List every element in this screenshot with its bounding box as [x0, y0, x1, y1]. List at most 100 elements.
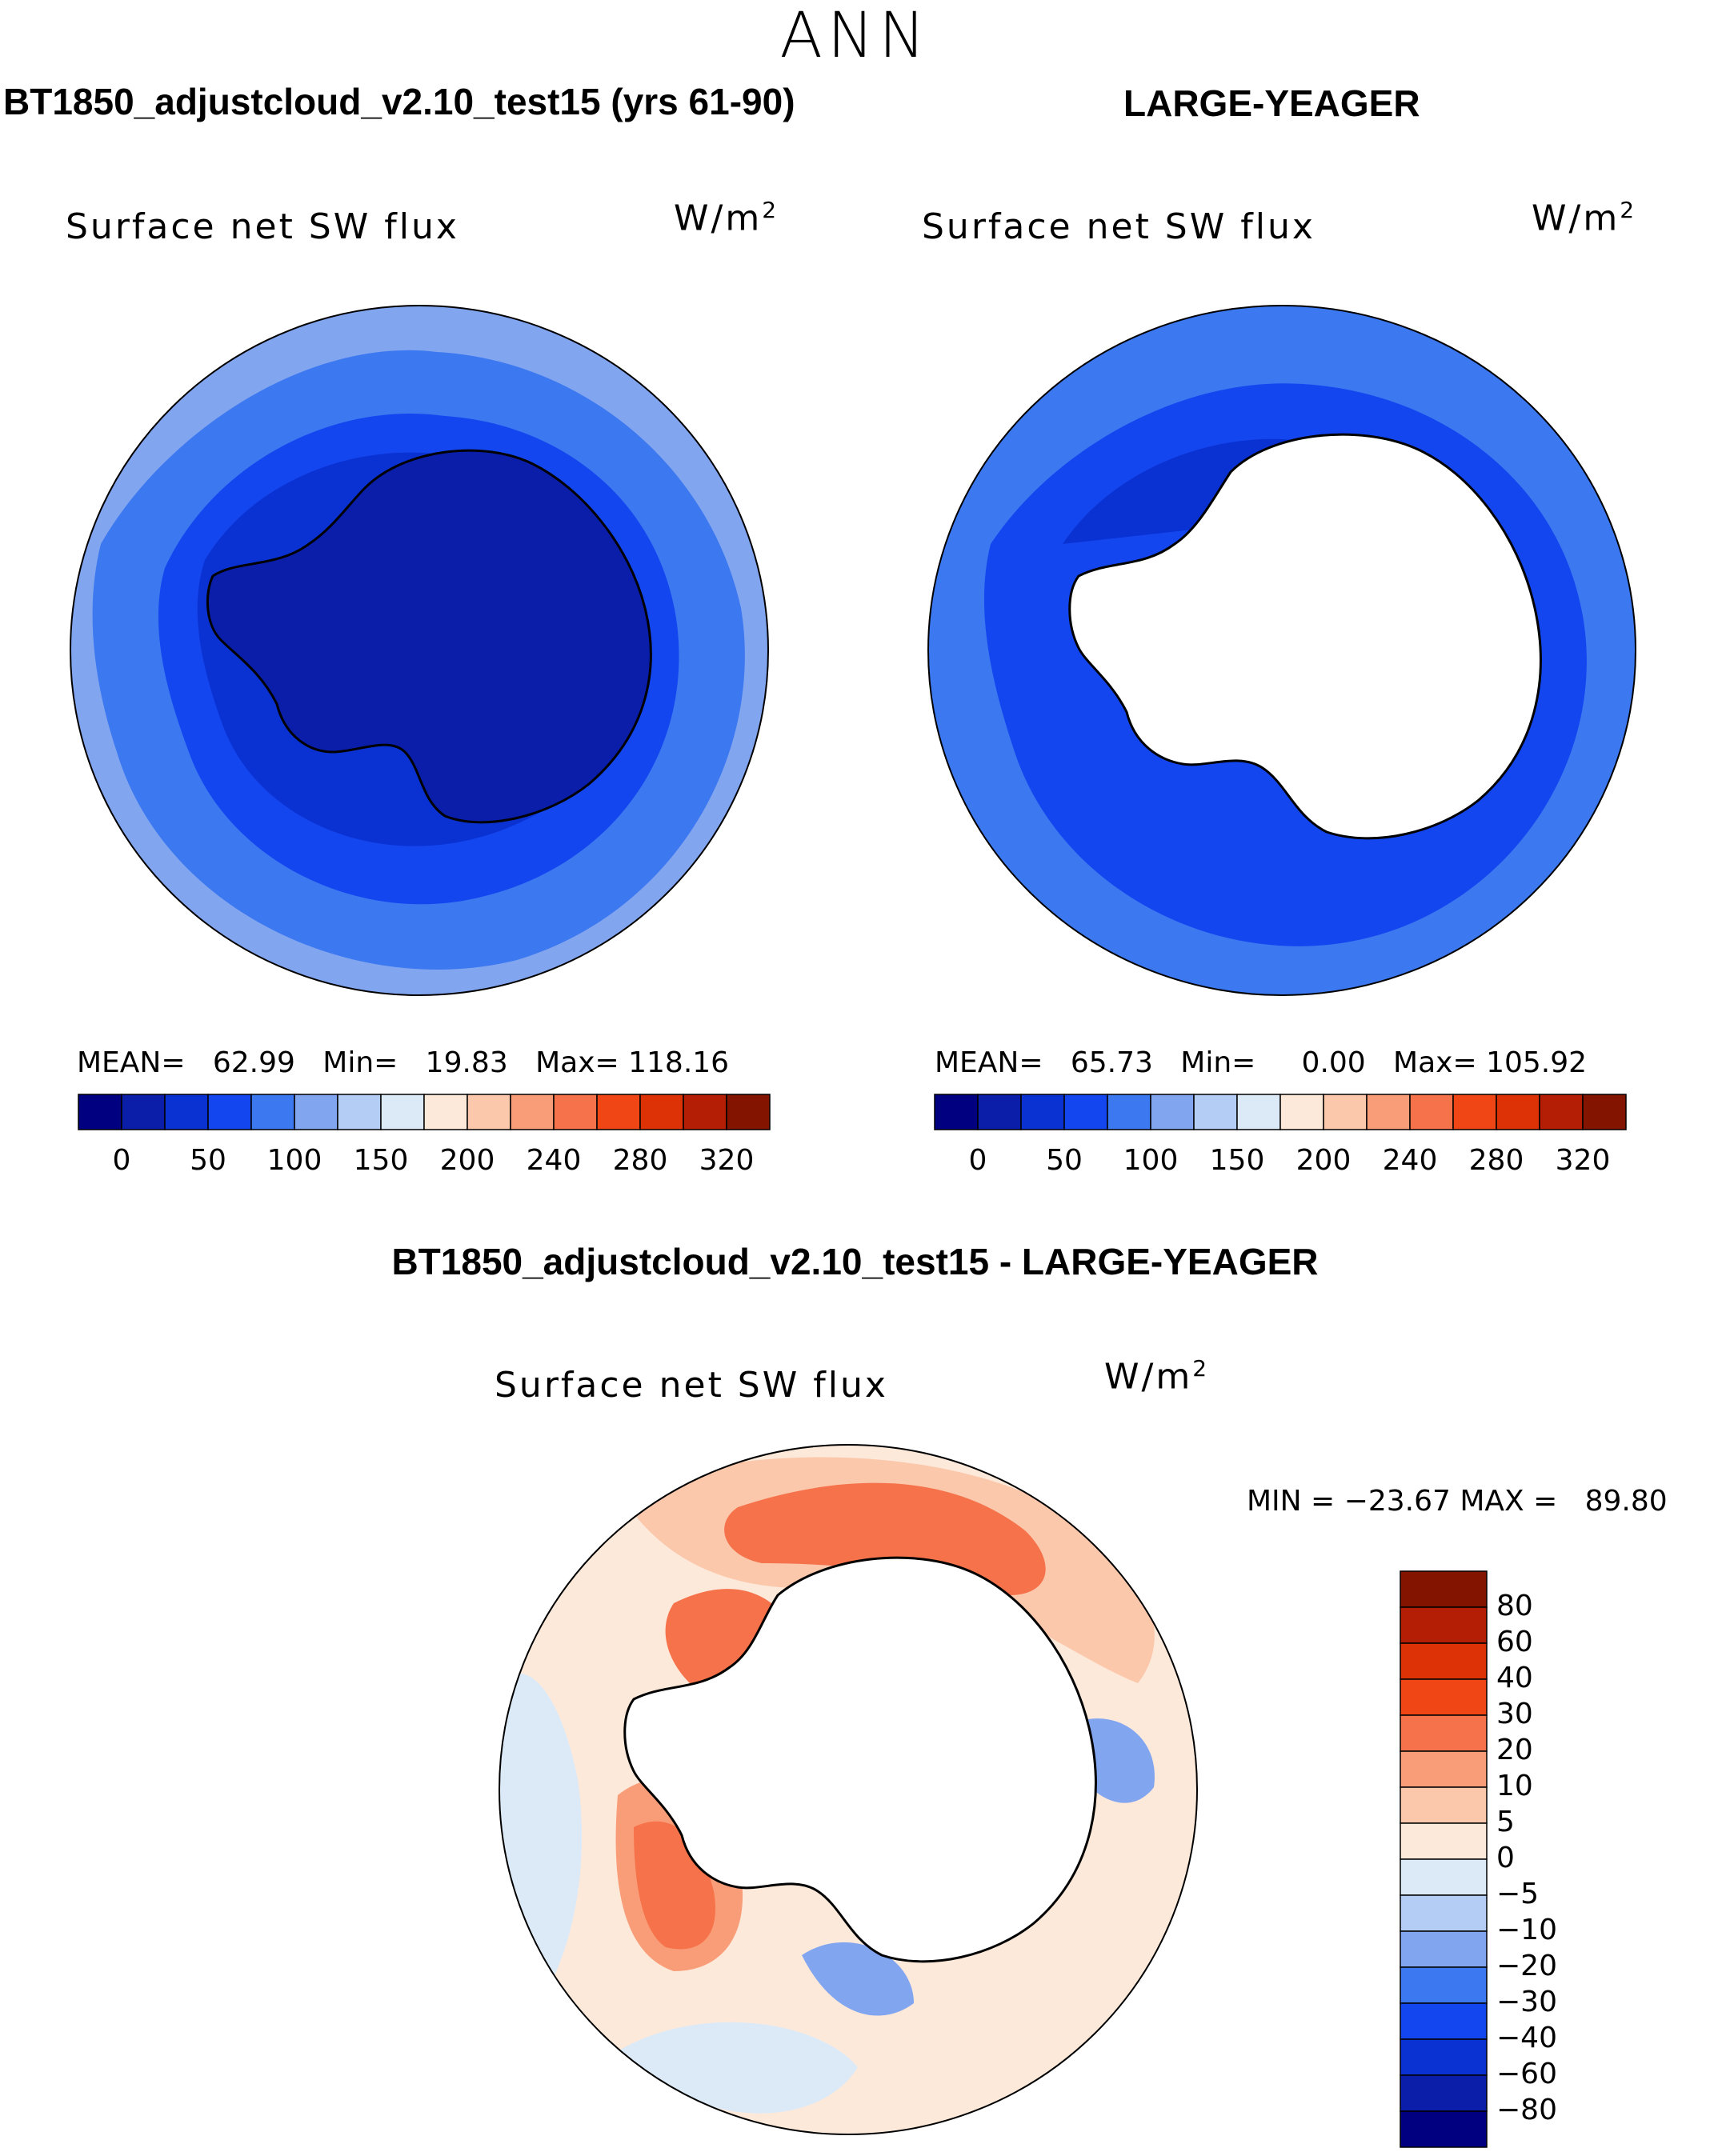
panel3-colorbar-tick-label: −10	[1496, 1914, 1557, 1946]
panel1-variable-label: Surface net SW flux	[66, 206, 459, 247]
panel1-title: BT1850_adjustcloud_v2.10_test15 (yrs 61-…	[3, 81, 795, 122]
panel2-colorbar-swatch	[1150, 1094, 1195, 1130]
panel2-title: LARGE-YEAGER	[1123, 82, 1420, 124]
panel3-colorbar-swatch	[1400, 1678, 1488, 1716]
season-title: ANN	[779, 0, 931, 72]
panel2-colorbar-swatch	[1020, 1094, 1065, 1130]
panel3-colorbar-swatch	[1400, 1966, 1488, 2004]
panel3-colorbar-swatch	[1400, 1750, 1488, 1788]
panel2-colorbar-swatch	[1409, 1094, 1454, 1130]
panel3-title: BT1850_adjustcloud_v2.10_test15 - LARGE-…	[391, 1241, 1319, 1282]
panel3-colorbar-tick-label: 5	[1496, 1806, 1515, 1838]
panel1-colorbar-tick-label: 100	[266, 1144, 322, 1177]
panel3-stats: MIN = −23.67 MAX = 89.80	[1247, 1485, 1668, 1518]
panel2-colorbar-swatch	[977, 1094, 1022, 1130]
panel1-colorbar-swatch	[250, 1094, 295, 1130]
panel2-colorbar-tick-label: 200	[1296, 1144, 1352, 1177]
panel1-colorbar-swatch	[596, 1094, 641, 1130]
panel3-colorbar-tick-label: −30	[1496, 1986, 1557, 2018]
panel2-colorbar-swatch	[1582, 1094, 1627, 1130]
panel3-colorbar-tick-label: −20	[1496, 1950, 1557, 1982]
panel2-colorbar-swatch	[1323, 1094, 1368, 1130]
panel1-colorbar-ticks: 0 50 100 150 200 240 280 320	[78, 1144, 770, 1179]
map3-blue-south	[802, 1942, 914, 2016]
panel1-colorbar-swatch	[337, 1094, 382, 1130]
panel2-colorbar-tick-label: 240	[1382, 1144, 1438, 1177]
panel3-colorbar-swatch	[1400, 2110, 1488, 2148]
map3-frame	[499, 1444, 1198, 2135]
panel1-colorbar-swatch	[121, 1094, 166, 1130]
panel1-colorbar-tick-label: 200	[439, 1144, 495, 1177]
panel2-colorbar-swatch	[1107, 1094, 1151, 1130]
panel2-colorbar-swatch	[1366, 1094, 1411, 1130]
panel3-colorbar-swatch	[1400, 1570, 1488, 1608]
panel2-units: W/m2	[1532, 197, 1637, 239]
panel2-colorbar-tick-label: 280	[1468, 1144, 1524, 1177]
panel2-colorbar	[934, 1094, 1627, 1130]
panel3-colorbar-swatch	[1400, 1822, 1488, 1860]
panel1-colorbar-tick-label: 150	[353, 1144, 409, 1177]
panel2-variable-label: Surface net SW flux	[922, 206, 1316, 247]
panel1-units: W/m2	[674, 197, 779, 239]
panel3-colorbar-swatch	[1400, 2074, 1488, 2112]
panel3-colorbar-tick-label: −80	[1496, 2094, 1557, 2126]
panel1-colorbar	[78, 1094, 771, 1130]
panel1-polar-map	[70, 305, 769, 996]
panel2-colorbar-swatch	[1193, 1094, 1238, 1130]
panel2-colorbar-ticks: 0 50 100 150 200 240 280 320	[935, 1144, 1626, 1179]
panel3-colorbar-swatch	[1400, 1642, 1488, 1680]
panel2-colorbar-tick-label: 320	[1555, 1144, 1611, 1177]
panel2-colorbar-tick-label: 0	[968, 1144, 987, 1177]
panel1-colorbar-swatch	[467, 1094, 511, 1130]
panel3-colorbar-tick-label: 10	[1496, 1770, 1533, 1802]
panel2-stats: MEAN= 65.73 Min= 0.00 Max= 105.92	[935, 1046, 1588, 1079]
panel3-colorbar-tick-label: 30	[1496, 1698, 1533, 1730]
panel1-colorbar-swatch	[294, 1094, 338, 1130]
panel1-colorbar-swatch	[207, 1094, 252, 1130]
panel1-colorbar-swatch	[726, 1094, 771, 1130]
panel1-stats: MEAN= 62.99 Min= 19.83 Max= 118.16	[77, 1046, 730, 1079]
panel3-colorbar	[1400, 1570, 1488, 2148]
panel3-colorbar-tick-label: −40	[1496, 2022, 1557, 2054]
panel3-colorbar-swatch	[1400, 1930, 1488, 1968]
panel1-colorbar-swatch	[78, 1094, 122, 1130]
panel3-units: W/m2	[1104, 1355, 1210, 1398]
panel3-colorbar-tick-label: 0	[1496, 1842, 1515, 1874]
panel3-variable-label: Surface net SW flux	[495, 1365, 888, 1406]
panel1-colorbar-swatch	[164, 1094, 209, 1130]
panel1-colorbar-tick-label: 240	[526, 1144, 582, 1177]
map3-antarctica-mask	[623, 1556, 1097, 1963]
panel1-colorbar-swatch	[553, 1094, 598, 1130]
panel3-colorbar-tick-label: −60	[1496, 2058, 1557, 2090]
panel1-colorbar-swatch	[683, 1094, 727, 1130]
map3-strong-north	[724, 1482, 1046, 1595]
map1-frame	[70, 305, 769, 996]
map2-frame	[927, 305, 1636, 996]
panel3-colorbar-tick-label: 20	[1496, 1734, 1533, 1766]
panel3-colorbar-tick-label: 60	[1496, 1626, 1533, 1658]
panel3-colorbar-swatch	[1400, 1714, 1488, 1752]
panel1-colorbar-tick-label: 320	[699, 1144, 755, 1177]
panel3-colorbar-tick-label: −5	[1496, 1878, 1540, 1910]
panel3-colorbar-swatch	[1400, 2002, 1488, 2040]
panel2-colorbar-tick-label: 100	[1123, 1144, 1179, 1177]
panel2-colorbar-tick-label: 50	[1046, 1144, 1083, 1177]
panel1-colorbar-tick-label: 280	[612, 1144, 668, 1177]
panel2-colorbar-swatch	[1236, 1094, 1281, 1130]
panel2-colorbar-swatch	[934, 1094, 979, 1130]
panel2-colorbar-swatch	[1452, 1094, 1497, 1130]
panel2-colorbar-tick-label: 150	[1209, 1144, 1265, 1177]
panel1-colorbar-tick-label: 0	[112, 1144, 131, 1177]
panel3-colorbar-swatch	[1400, 1858, 1488, 1896]
panel2-colorbar-swatch	[1063, 1094, 1108, 1130]
panel1-colorbar-swatch	[380, 1094, 425, 1130]
map2-antarctica-missing	[1068, 433, 1542, 840]
panel2-colorbar-swatch	[1496, 1094, 1540, 1130]
panel2-colorbar-swatch	[1279, 1094, 1324, 1130]
panel3-colorbar-swatch	[1400, 2038, 1488, 2076]
panel1-colorbar-swatch	[510, 1094, 555, 1130]
panel1-colorbar-swatch	[639, 1094, 684, 1130]
panel3-polar-map	[499, 1444, 1198, 2135]
panel3-colorbar-ticks: 80 60 40 30 20 10 5 0 −5 −10 −20 −30 −40 −60 −80	[1496, 1571, 1592, 2147]
panel1-colorbar-swatch	[423, 1094, 468, 1130]
